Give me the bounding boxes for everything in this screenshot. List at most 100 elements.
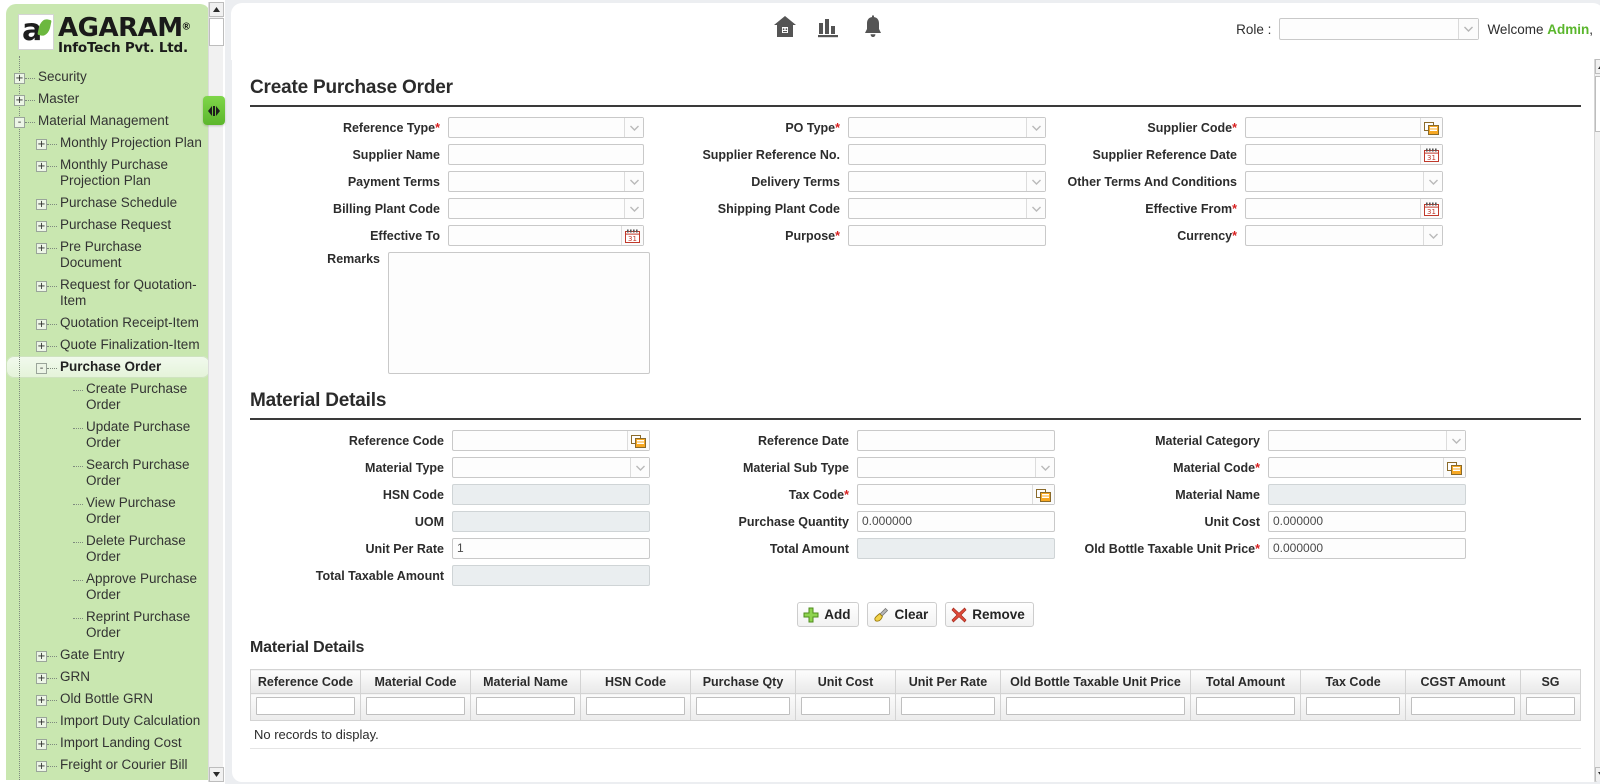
- input-tax-code[interactable]: [857, 484, 1055, 505]
- grid-filter-input[interactable]: [1196, 697, 1295, 715]
- sidebar-item-gate-entry[interactable]: + Gate Entry: [6, 644, 210, 666]
- tree-expand-icon[interactable]: +: [36, 198, 47, 210]
- grid-filter-input[interactable]: [366, 697, 465, 715]
- input-billing-plant-code[interactable]: [448, 198, 644, 219]
- input-supplier-reference-no[interactable]: [848, 144, 1046, 165]
- tree-expand-icon[interactable]: +: [36, 138, 47, 150]
- grid-column-header[interactable]: Unit Cost: [795, 669, 896, 694]
- sidebar-item-reprint-purchase-order[interactable]: Reprint Purchase Order: [6, 606, 210, 644]
- sidebar-item-row[interactable]: View Purchase Order: [6, 492, 210, 530]
- grid-column-header[interactable]: Old Bottle Taxable Unit Price: [1000, 669, 1191, 694]
- chevron-down-icon[interactable]: [1423, 226, 1442, 245]
- sidebar-item-row[interactable]: + Import Duty Calculation: [6, 710, 210, 732]
- lookup-icon-button[interactable]: [627, 431, 649, 450]
- input-material-code[interactable]: [1268, 457, 1466, 478]
- grid-filter-input[interactable]: [696, 697, 790, 715]
- clear-button[interactable]: Clear: [867, 602, 938, 627]
- chevron-down-icon[interactable]: [1026, 118, 1045, 137]
- sidebar-item-create-purchase-order[interactable]: Create Purchase Order: [6, 378, 210, 416]
- tree-expand-icon[interactable]: +: [36, 242, 47, 254]
- input-shipping-plant-code[interactable]: [848, 198, 1046, 219]
- sidebar-item-row[interactable]: + Gate Entry: [6, 644, 210, 666]
- input-currency[interactable]: [1245, 225, 1443, 246]
- grid-column-header[interactable]: Unit Per Rate: [895, 669, 1001, 694]
- sidebar-item-row[interactable]: + Monthly Purchase Projection Plan: [6, 154, 210, 192]
- sidebar-item-approve-purchase-order[interactable]: Approve Purchase Order: [6, 568, 210, 606]
- grid-filter-input[interactable]: [256, 697, 355, 715]
- sidebar-item-row[interactable]: + Quote Finalization-Item: [6, 334, 210, 356]
- sidebar-scroll-up-button[interactable]: [209, 2, 224, 17]
- sidebar-item-purchase-request[interactable]: + Purchase Request: [6, 214, 210, 236]
- sidebar-item-row[interactable]: + Monthly Projection Plan: [6, 132, 210, 154]
- sidebar-item-old-bottle-grn[interactable]: + Old Bottle GRN: [6, 688, 210, 710]
- calendar-icon-button[interactable]: 31: [1420, 199, 1442, 218]
- input-supplier-code[interactable]: [1245, 117, 1443, 138]
- chevron-down-icon[interactable]: [630, 458, 649, 477]
- grid-filter-input[interactable]: [1306, 697, 1400, 715]
- sidebar-item-material-management[interactable]: - Material Management: [6, 110, 210, 132]
- sidebar-item-security[interactable]: + Security: [6, 66, 210, 88]
- input-remarks[interactable]: [388, 252, 650, 374]
- input-purpose[interactable]: [848, 225, 1046, 246]
- tree-expand-icon[interactable]: +: [14, 94, 25, 106]
- sidebar-item-import-duty-calculation[interactable]: + Import Duty Calculation: [6, 710, 210, 732]
- grid-column-header[interactable]: SG: [1520, 669, 1581, 694]
- grid-filter-input[interactable]: [586, 697, 685, 715]
- chevron-down-icon[interactable]: [1423, 172, 1442, 191]
- sidebar-item-row[interactable]: Update Purchase Order: [6, 416, 210, 454]
- content-scroll-down-button[interactable]: [1595, 767, 1600, 782]
- sidebar-item-request-for-quotation-item[interactable]: + Request for Quotation-Item: [6, 274, 210, 312]
- content-scroll-thumb[interactable]: [1595, 76, 1600, 132]
- sidebar-item-row[interactable]: + Purchase Request: [6, 214, 210, 236]
- tree-expand-icon[interactable]: +: [36, 340, 47, 352]
- grid-column-header[interactable]: CGST Amount: [1405, 669, 1521, 694]
- input-other-terms-and-conditions[interactable]: [1245, 171, 1443, 192]
- chevron-down-icon[interactable]: [1026, 199, 1045, 218]
- tree-expand-icon[interactable]: +: [14, 72, 25, 84]
- input-delivery-terms[interactable]: [848, 171, 1046, 192]
- chevron-down-icon[interactable]: [624, 199, 643, 218]
- input-purchase-quantity[interactable]: 0.000000: [857, 511, 1055, 532]
- tree-expand-icon[interactable]: +: [36, 160, 47, 172]
- grid-column-header[interactable]: Purchase Qty: [690, 669, 796, 694]
- sidebar-item-update-purchase-order[interactable]: Update Purchase Order: [6, 416, 210, 454]
- input-payment-terms[interactable]: [448, 171, 644, 192]
- grid-column-header[interactable]: Tax Code: [1300, 669, 1406, 694]
- sidebar-item-row[interactable]: + Master: [6, 88, 210, 110]
- sidebar-item-view-purchase-order[interactable]: View Purchase Order: [6, 492, 210, 530]
- tree-expand-icon[interactable]: +: [36, 318, 47, 330]
- sidebar-item-monthly-projection-plan[interactable]: + Monthly Projection Plan: [6, 132, 210, 154]
- grid-filter-input[interactable]: [1411, 697, 1515, 715]
- grid-column-header[interactable]: Reference Code: [250, 669, 361, 694]
- sidebar-item-row[interactable]: Reprint Purchase Order: [6, 606, 210, 644]
- grid-column-header[interactable]: Material Code: [360, 669, 471, 694]
- sidebar-item-isr[interactable]: +ISR: [6, 776, 210, 781]
- sidebar-item-master[interactable]: + Master: [6, 88, 210, 110]
- input-effective-from[interactable]: 31: [1245, 198, 1443, 219]
- sidebar-item-monthly-purchase-projection-plan[interactable]: + Monthly Purchase Projection Plan: [6, 154, 210, 192]
- tree-expand-icon[interactable]: +: [36, 220, 47, 232]
- chevron-down-icon[interactable]: [1026, 172, 1045, 191]
- calendar-icon-button[interactable]: 31: [1420, 145, 1442, 164]
- tree-expand-icon[interactable]: +: [36, 716, 47, 728]
- content-scroll-up-button[interactable]: [1595, 59, 1600, 74]
- tree-expand-icon[interactable]: +: [36, 760, 47, 772]
- tree-expand-icon[interactable]: +: [36, 672, 47, 684]
- grid-filter-input[interactable]: [1006, 697, 1185, 715]
- remove-button[interactable]: Remove: [945, 602, 1034, 627]
- chevron-down-icon[interactable]: [624, 118, 643, 137]
- sidebar-scroll-down-button[interactable]: [209, 767, 224, 782]
- lookup-icon-button[interactable]: [1032, 485, 1054, 504]
- sidebar-item-delete-purchase-order[interactable]: Delete Purchase Order: [6, 530, 210, 568]
- tree-expand-icon[interactable]: +: [36, 650, 47, 662]
- chevron-down-icon[interactable]: [624, 172, 643, 191]
- grid-column-header[interactable]: HSN Code: [580, 669, 691, 694]
- sidebar-item-quote-finalization-item[interactable]: + Quote Finalization-Item: [6, 334, 210, 356]
- calendar-icon-button[interactable]: 31: [621, 226, 643, 245]
- tree-collapse-icon[interactable]: -: [14, 116, 25, 128]
- role-select[interactable]: [1279, 18, 1480, 40]
- sidebar-item-search-purchase-order[interactable]: Search Purchase Order: [6, 454, 210, 492]
- grid-column-header[interactable]: Material Name: [470, 669, 581, 694]
- sidebar-item-row[interactable]: + Quotation Receipt-Item: [6, 312, 210, 334]
- notifications-icon[interactable]: [860, 14, 886, 45]
